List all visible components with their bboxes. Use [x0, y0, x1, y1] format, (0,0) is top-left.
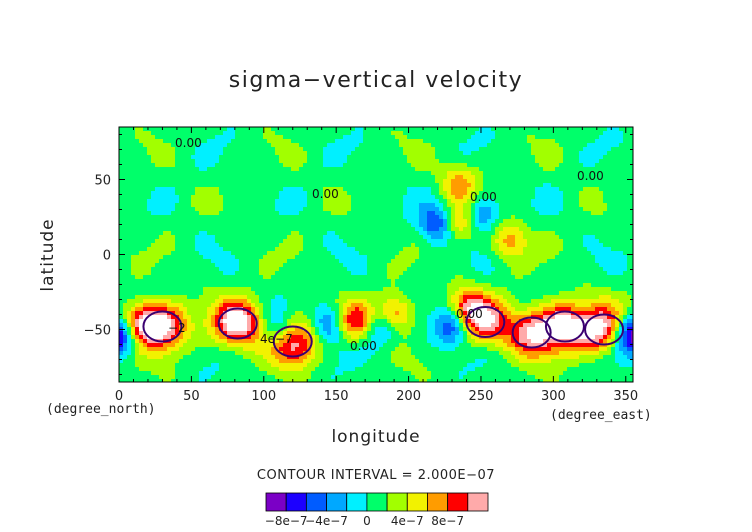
colorbar-swatch [305, 492, 327, 512]
x-tick-label: 200 [396, 389, 421, 404]
contour-label: 4e−7 [260, 332, 293, 346]
colorbar-swatch [427, 492, 449, 512]
x-tick-label: 300 [541, 389, 566, 404]
chart-title: sigma−vertical velocity [228, 68, 524, 93]
x-unit-label: (degree_east) [550, 408, 652, 423]
contour-ring [217, 307, 258, 340]
colorbar-tick-label: −4e−7 [305, 514, 348, 528]
colorbar-swatch [265, 492, 287, 512]
contour-ring [511, 316, 552, 349]
contour-label: 0.00 [470, 190, 497, 204]
contour-ring [465, 306, 506, 338]
colorbar-swatch [366, 492, 388, 512]
contour-label: −2 [168, 321, 186, 335]
x-tick-label: 0 [115, 389, 123, 404]
colorbar-swatch [386, 492, 408, 512]
y-tick-label: 0 [103, 249, 111, 264]
colorbar-tick-label: 0 [363, 514, 371, 528]
x-tick-label: 150 [324, 389, 349, 404]
colorbar-swatch [406, 492, 428, 512]
y-tick-label: −50 [84, 324, 111, 339]
y-axis-label: latitude [38, 218, 58, 292]
colorbar-swatch [285, 492, 307, 512]
x-tick-label: 100 [251, 389, 276, 404]
colorbar-swatch [467, 492, 489, 512]
contour-ring [544, 310, 585, 343]
contour-label: 0.00 [312, 187, 339, 201]
contour-ring [584, 313, 625, 346]
y-tick-label: 50 [94, 174, 111, 189]
colorbar-tick-label: −8e−7 [265, 514, 308, 528]
x-tick-label: 350 [613, 389, 638, 404]
contour-label: 0.00 [456, 307, 483, 321]
colorbar-swatch [326, 492, 348, 512]
x-axis-label: longitude [331, 427, 421, 447]
contour-ring [142, 310, 183, 343]
y-unit-label: (degree_north) [46, 402, 156, 417]
colorbar-tick-label: 8e−7 [431, 514, 464, 528]
colorbar-tick-label: 4e−7 [391, 514, 424, 528]
contour-label: 0.00 [350, 339, 377, 353]
colorbar-swatch [346, 492, 368, 512]
contour-interval-label: CONTOUR INTERVAL = 2.000E−07 [256, 468, 496, 483]
contour-ring [272, 325, 313, 358]
x-tick-label: 50 [183, 389, 200, 404]
contour-label: 0.00 [175, 136, 202, 150]
contour-label: 0.00 [577, 169, 604, 183]
colorbar-swatch [447, 492, 469, 512]
x-tick-label: 250 [469, 389, 494, 404]
